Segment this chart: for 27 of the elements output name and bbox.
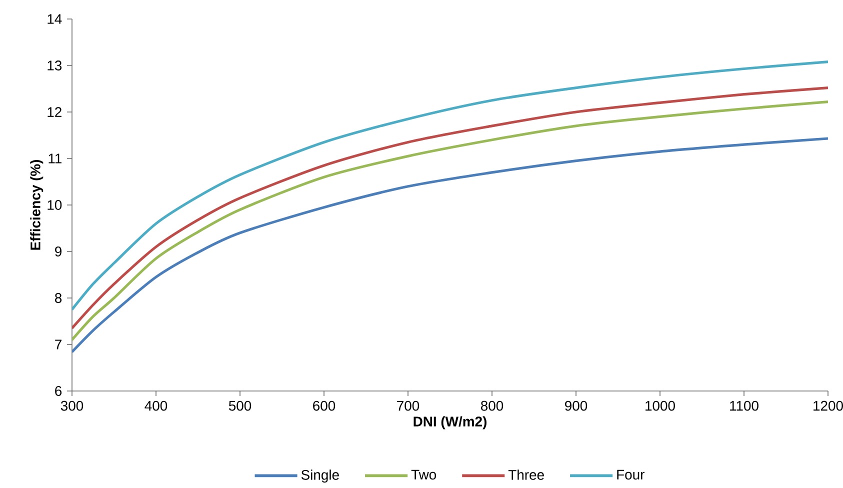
y-tick-label: 14	[48, 14, 62, 24]
y-tick-label: 11	[48, 154, 62, 164]
x-tick-label: 1200	[814, 400, 843, 411]
legend-label: Single	[301, 470, 339, 483]
x-tick-label: 500	[228, 400, 252, 411]
legend-label: Four	[617, 470, 644, 480]
y-tick-label: 8	[55, 293, 62, 303]
y-tick-label: 7	[55, 340, 62, 350]
x-tick-label: 400	[144, 400, 168, 411]
x-tick-label: 800	[480, 400, 504, 411]
y-tick-label: 13	[48, 60, 62, 70]
y-tick-label: 12	[48, 107, 62, 117]
y-tick-label: 9	[55, 246, 62, 256]
legend-label: Two	[411, 470, 436, 480]
x-axis-title: DNI (W/m2)	[414, 416, 486, 430]
y-axis-title: Efficiency (%)	[30, 160, 44, 250]
x-tick-label: 1000	[646, 400, 675, 411]
line-series	[72, 137, 828, 354]
y-tick-label: 10	[48, 200, 62, 210]
y-tick-label: 6	[55, 386, 62, 396]
legend-label: Three	[508, 470, 544, 480]
x-tick-label: 300	[60, 400, 84, 411]
line-series	[72, 60, 828, 311]
x-tick-label: 600	[313, 400, 336, 411]
x-tick-label: 700	[397, 400, 420, 411]
x-tick-label: 900	[565, 400, 588, 411]
x-tick-label: 1100	[730, 400, 758, 411]
